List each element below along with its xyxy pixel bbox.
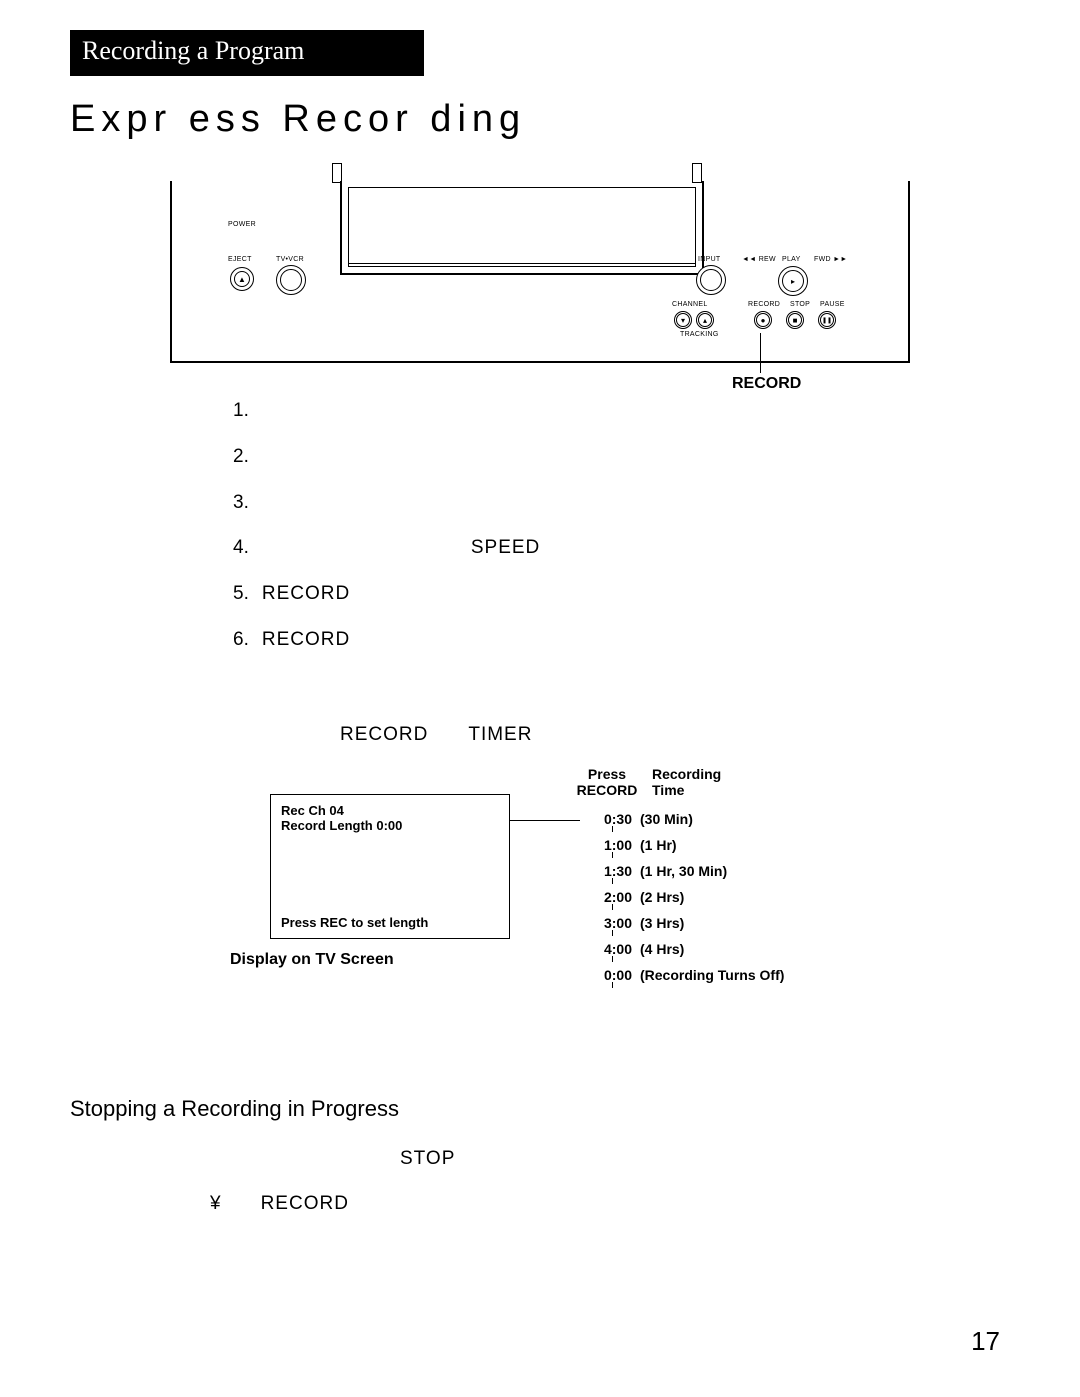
body-text: STOP ¥RECORD <box>210 1136 1010 1227</box>
input-label: INPUT <box>698 256 721 263</box>
tv-display-box: Rec Ch 04 Record Length 0:00 Press REC t… <box>270 794 510 939</box>
section-header: Recording a Program <box>70 30 424 76</box>
cassette-slot <box>340 181 704 275</box>
press-column-header: PressRECORD <box>572 766 642 798</box>
vcr-device: POWER EJECT TV•VCR ▲ INPUT ◄◄ REW PLAY F… <box>170 181 910 363</box>
page: Recording a Program Expr ess Recor ding … <box>0 0 1080 1397</box>
stop-label: STOP <box>790 301 810 308</box>
record-callout: RECORD <box>732 375 801 393</box>
tvvcr-button[interactable] <box>276 265 306 295</box>
pause-label: PAUSE <box>820 301 845 308</box>
eject-label: EJECT <box>228 256 252 263</box>
play-button[interactable]: ▸ <box>778 266 808 296</box>
fwd-label: FWD ►► <box>814 256 848 263</box>
recording-column-header: RecordingTime <box>652 766 721 798</box>
step-row: 6.RECORD <box>232 618 550 662</box>
steps-list: 1. 2. 3. 4.SPEED 5.RECORD 6.RECORD <box>230 387 552 664</box>
step-row: 2. <box>232 435 550 479</box>
step-row: 4.SPEED <box>232 526 550 570</box>
rew-label: ◄◄ REW <box>742 256 776 263</box>
page-title: Expr ess Recor ding <box>70 98 1010 141</box>
channel-up-button[interactable]: ▴ <box>696 311 714 329</box>
time-table: 0:30(30 Min) 1:00(1 Hr) 1:30(1 Hr, 30 Mi… <box>580 806 784 988</box>
power-label: POWER <box>228 221 256 228</box>
step-row: 1. <box>232 389 550 433</box>
subhead-stopping: Stopping a Recording in Progress <box>70 1096 1010 1122</box>
tvvcr-label: TV•VCR <box>276 256 304 263</box>
record-button[interactable]: ● <box>754 311 772 329</box>
step-row: 5.RECORD <box>232 572 550 616</box>
page-number: 17 <box>971 1326 1000 1357</box>
display-caption: Display on TV Screen <box>230 951 394 969</box>
input-button[interactable] <box>696 265 726 295</box>
mid-callout: RECORDTIMER <box>340 724 1010 746</box>
channel-down-button[interactable]: ▾ <box>674 311 692 329</box>
record-time-chart: Rec Ch 04 Record Length 0:00 Press REC t… <box>270 776 1010 1006</box>
channel-label: CHANNEL <box>672 301 708 308</box>
play-label: PLAY <box>782 256 801 263</box>
record-label: RECORD <box>748 301 780 308</box>
step-row: 3. <box>232 481 550 525</box>
stop-button[interactable]: ■ <box>786 311 804 329</box>
eject-button[interactable]: ▲ <box>230 267 254 291</box>
tracking-label: TRACKING <box>680 331 719 338</box>
pause-button[interactable]: ❚❚ <box>818 311 836 329</box>
